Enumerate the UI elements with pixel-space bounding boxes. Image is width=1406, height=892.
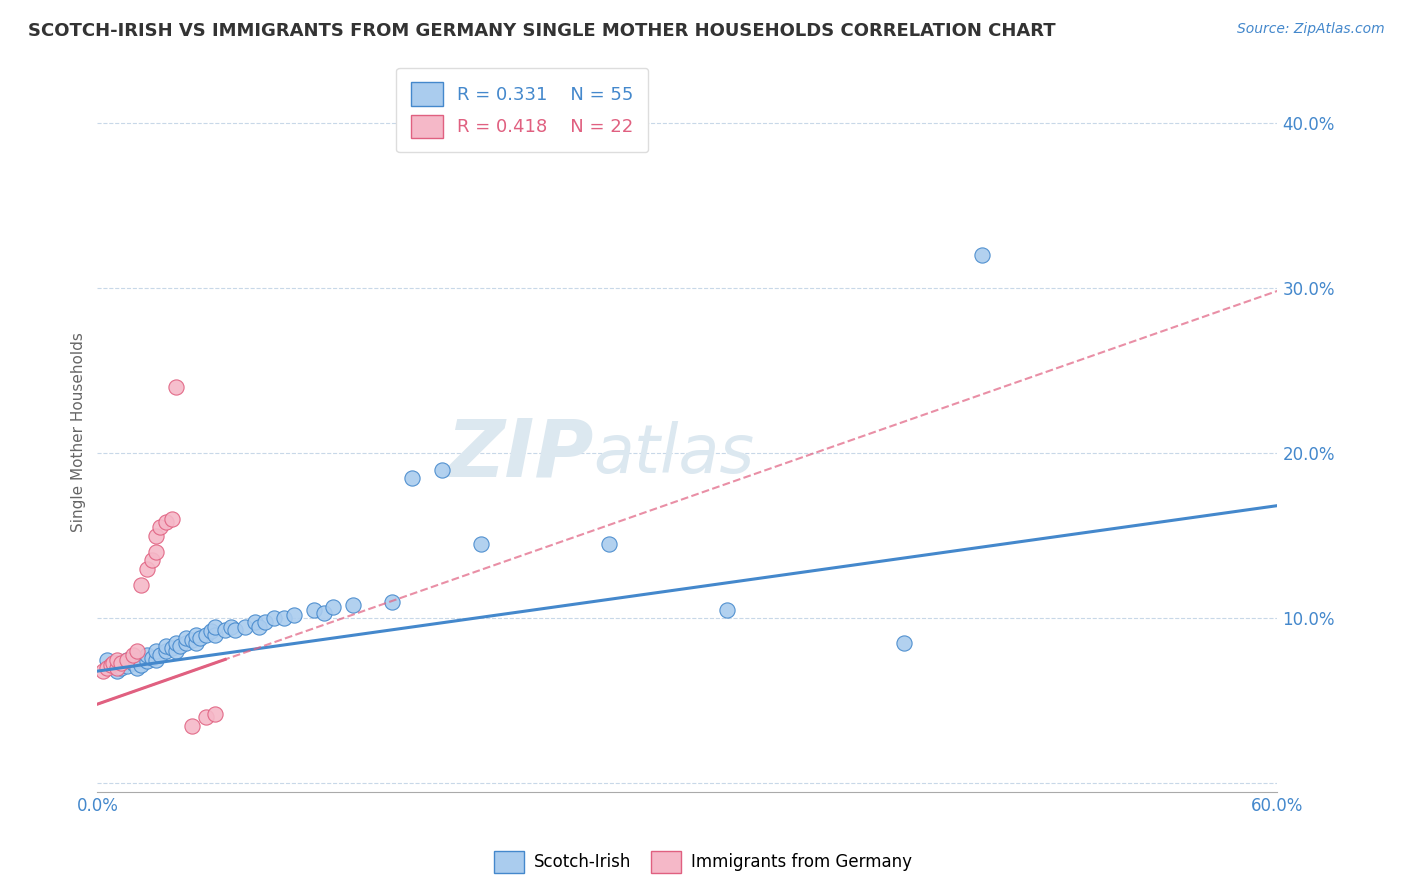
Point [149,520,172,534]
Text: ZIP: ZIP [446,415,593,493]
Point [194,710,217,724]
Point [180,718,202,732]
Point [204,707,226,722]
Point [302,603,325,617]
Point [125,661,148,675]
Text: SCOTCH-IRISH VS IMMIGRANTS FROM GERMANY SINGLE MOTHER HOUSEHOLDS CORRELATION CHA: SCOTCH-IRISH VS IMMIGRANTS FROM GERMANY … [28,22,1056,40]
Point [243,615,266,629]
Point [101,656,124,670]
Point [101,657,124,672]
Point [149,648,172,662]
Point [263,611,285,625]
Point [160,640,183,655]
Point [121,656,143,670]
Point [105,661,128,675]
Point [233,619,256,633]
Point [283,607,305,622]
Point [342,598,364,612]
Point [110,661,132,675]
Point [129,657,152,672]
Point [247,619,270,633]
Text: atlas: atlas [593,421,754,487]
Point [160,512,183,526]
Point [204,619,226,633]
Point [312,607,335,621]
Point [169,640,191,654]
Point [135,648,157,662]
Point [125,652,148,666]
Point [165,380,187,394]
Point [145,652,167,666]
Point [194,628,217,642]
Point [135,562,157,576]
Point [165,644,187,658]
Point [96,652,118,666]
Point [155,640,177,654]
Point [145,644,167,658]
Point [322,599,344,614]
Point [110,656,132,670]
Point [188,631,211,645]
Point [200,624,222,639]
Y-axis label: Single Mother Households: Single Mother Households [72,333,86,533]
Point [129,578,152,592]
Point [180,632,202,647]
Point [598,537,620,551]
Point [145,529,167,543]
Point [135,654,157,668]
Point [214,623,236,637]
Point [224,623,246,637]
Point [253,615,276,629]
Point [204,628,226,642]
Point [105,652,128,666]
Point [141,651,163,665]
Point [115,652,138,666]
Point [121,648,143,662]
Point [430,462,453,476]
Legend: R = 0.331    N = 55, R = 0.418    N = 22: R = 0.331 N = 55, R = 0.418 N = 22 [396,68,648,153]
Point [381,595,404,609]
Point [115,659,138,673]
Point [470,537,492,551]
Point [96,661,118,675]
Point [716,603,738,617]
Point [219,619,242,633]
Point [100,657,122,672]
Point [145,545,167,559]
Point [174,636,197,650]
Legend: Scotch-Irish, Immigrants from Germany: Scotch-Irish, Immigrants from Germany [486,845,920,880]
Point [184,636,207,650]
Point [165,636,187,650]
Point [155,516,177,530]
Point [273,611,295,625]
Point [105,664,128,678]
Point [91,664,114,678]
Point [105,656,128,670]
Point [141,553,163,567]
Point [125,644,148,658]
Point [155,644,177,658]
Point [893,636,915,650]
Text: Source: ZipAtlas.com: Source: ZipAtlas.com [1237,22,1385,37]
Point [184,628,207,642]
Point [115,652,138,666]
Point [972,248,994,262]
Point [174,631,197,645]
Point [401,471,423,485]
